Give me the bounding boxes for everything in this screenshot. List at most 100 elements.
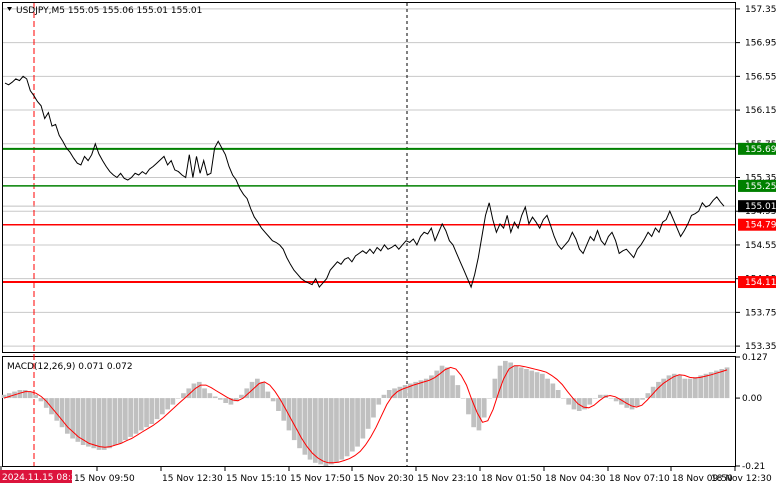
macd-bar	[376, 398, 382, 405]
macd-bar	[666, 375, 672, 398]
macd-bar	[350, 398, 355, 452]
chart-grid	[3, 3, 735, 466]
y-tick-label: 155.35	[745, 174, 777, 184]
macd-bar	[487, 398, 492, 399]
macd-bar	[202, 388, 207, 399]
macd-bar	[413, 381, 418, 399]
macd-bar	[128, 398, 133, 437]
macd-signal-line	[3, 365, 728, 464]
y-tick-label: 156.55	[745, 72, 777, 82]
current-price-tag	[738, 200, 776, 213]
macd-bar	[160, 398, 165, 415]
macd-bar	[724, 367, 730, 399]
macd-bar	[508, 362, 513, 399]
macd-bar	[645, 393, 651, 399]
macd-bar	[423, 378, 429, 399]
macd-bar	[112, 398, 118, 445]
macd-bar	[571, 398, 577, 410]
macd-bar	[534, 372, 540, 399]
macd-bar	[598, 394, 603, 398]
macd-bar	[22, 390, 28, 399]
macd-bar	[186, 388, 192, 399]
macd-bar	[17, 390, 23, 399]
chart-menu-triangle-icon[interactable]	[7, 7, 12, 11]
macd-bar	[260, 381, 265, 399]
macd-bar	[397, 386, 403, 399]
macd-header: MACD(12,26,9) 0.071 0.072	[7, 362, 133, 372]
macd-bar	[439, 365, 445, 398]
macd-bar	[1, 394, 7, 398]
macd-bar	[38, 398, 44, 402]
macd-tick-label: 0.127	[742, 353, 768, 363]
macd-bar	[640, 398, 645, 400]
y-tick-label: 154.55	[745, 241, 777, 251]
macd-bar	[181, 393, 186, 399]
macd-bar	[323, 398, 329, 466]
macd-bar	[629, 398, 635, 410]
macd-bar	[381, 394, 387, 398]
macd-bar	[661, 378, 666, 399]
macd-bar	[318, 398, 323, 465]
macd-bar	[386, 390, 392, 399]
macd-bar	[123, 398, 128, 441]
macd-bar	[402, 385, 408, 398]
macd-bar	[445, 367, 450, 399]
macd-bar	[328, 398, 334, 465]
macd-bar	[255, 378, 260, 399]
macd-bar	[54, 398, 60, 421]
macd-bar	[355, 398, 360, 447]
y-tick-label: 153.35	[745, 342, 777, 352]
macd-bar	[518, 367, 524, 399]
macd-bar	[239, 394, 244, 398]
y-tick-label: 157.35	[745, 5, 777, 15]
macd-bar	[91, 398, 97, 449]
macd-bar	[365, 398, 371, 429]
macd-bar	[207, 393, 213, 399]
macd-bar	[96, 398, 102, 450]
macd-bar	[497, 365, 503, 398]
macd-bar	[429, 375, 434, 398]
resistance-level-tag	[738, 179, 776, 192]
y-tick-label: 156.95	[745, 39, 777, 49]
macd-bar	[117, 398, 123, 444]
macd-bar	[392, 388, 397, 399]
macd-bar	[492, 378, 498, 399]
macd-bar	[561, 398, 566, 399]
macd-bar	[455, 385, 461, 398]
macd-bar	[339, 398, 345, 460]
macd-bar	[302, 398, 308, 455]
macd-bar	[107, 398, 112, 449]
x-tick-label: 15 Nov 12:30	[162, 474, 223, 484]
macd-bar	[233, 398, 239, 402]
macd-bar	[191, 383, 197, 399]
macd-bar	[513, 365, 519, 398]
macd-bar	[281, 398, 287, 421]
x-tick-label: 15 Nov 20:30	[353, 474, 414, 484]
macd-bar	[587, 398, 593, 405]
macd-bar	[476, 398, 482, 431]
macd-bar	[703, 373, 709, 399]
macd-histogram	[1, 360, 730, 466]
macd-bar	[212, 396, 218, 399]
macd-bar	[671, 373, 677, 399]
macd-bar	[144, 398, 149, 428]
macd-bar	[133, 398, 139, 434]
macd-bar	[313, 398, 318, 463]
resistance-level-label: 155.25	[745, 182, 777, 192]
macd-bar	[196, 381, 202, 399]
macd-axis: 0.127 0.00 -0.21	[735, 353, 768, 472]
macd-bar	[545, 378, 550, 399]
macd-bar	[297, 398, 302, 449]
macd-bar	[708, 372, 714, 399]
y-tick-label: 156.15	[745, 106, 777, 116]
macd-bar	[334, 398, 339, 463]
macd-bar	[228, 398, 234, 405]
price-axis: 157.35156.95156.55156.15155.75155.35154.…	[735, 5, 777, 352]
macd-bar	[6, 393, 12, 399]
macd-pane-frame	[2, 356, 736, 467]
macd-bar	[418, 380, 424, 399]
macd-bar	[698, 375, 703, 398]
macd-bar	[460, 398, 466, 399]
macd-bar	[434, 370, 440, 399]
